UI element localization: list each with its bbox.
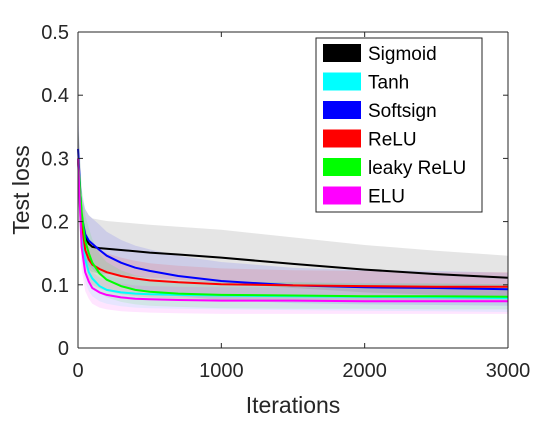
- elu-band: [78, 120, 508, 314]
- x-tick-label: 2000: [342, 360, 387, 382]
- x-tick-label: 1000: [199, 360, 244, 382]
- elu-line: [77, 158, 508, 303]
- tick-marks-and-labels: 0 1000 2000 3000 0 0.1 0.2 0.3 0.4 0.5: [41, 22, 530, 382]
- y-tick-label: 0.2: [41, 212, 69, 234]
- axes: [77, 31, 509, 349]
- y-axis-title: Test loss: [8, 145, 34, 234]
- legend-label-relu: ReLU: [368, 130, 417, 151]
- legend: Sigmoid Tanh Softsign ReLU leaky ReLU ELU: [315, 37, 483, 213]
- y-tick-label: 0.4: [41, 85, 69, 107]
- legend-swatch-leaky-relu: [323, 158, 361, 176]
- relu-line: [77, 158, 508, 288]
- y-tick-label: 0: [58, 338, 69, 360]
- y-tick-label: 0.3: [41, 148, 69, 170]
- y-tick-label: 0.5: [41, 22, 69, 44]
- legend-swatch-softsign: [323, 101, 361, 119]
- legend-swatch-relu: [323, 129, 361, 148]
- relu-band: [78, 120, 508, 302]
- x-tick-label: 0: [72, 360, 83, 382]
- legend-swatch-tanh: [323, 72, 361, 91]
- legend-label-elu: ELU: [368, 187, 405, 208]
- x-axis-title: Iterations: [246, 392, 341, 418]
- legend-label-tanh: Tanh: [368, 73, 409, 94]
- legend-swatch-elu: [323, 186, 361, 205]
- sigmoid-band: [78, 120, 508, 298]
- legend-label-leaky-relu: leaky ReLU: [368, 158, 466, 179]
- legend-swatch-sigmoid: [323, 44, 361, 62]
- legend-label-sigmoid: Sigmoid: [368, 44, 437, 65]
- legend-label-softsign: Softsign: [368, 101, 437, 122]
- x-tick-label: 3000: [486, 360, 531, 382]
- legend-box: [315, 37, 483, 213]
- leaky-relu-band: [78, 120, 508, 310]
- sigmoid-line: [77, 158, 509, 279]
- series-lines: [77, 148, 509, 303]
- y-tick-label: 0.1: [41, 275, 69, 297]
- leaky-relu-line: [77, 158, 509, 298]
